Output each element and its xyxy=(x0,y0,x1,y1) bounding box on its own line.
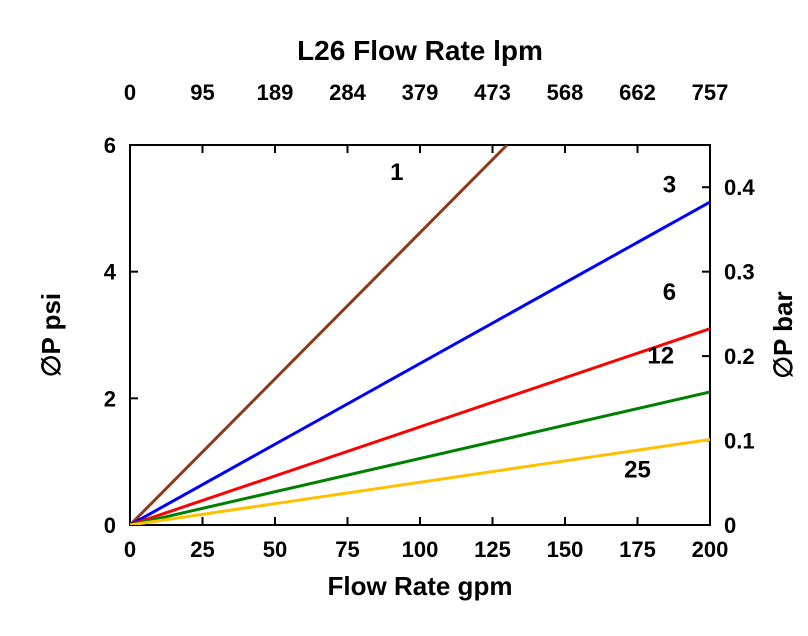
y-right-tick-label: 0.1 xyxy=(724,429,755,454)
y-left-tick-label: 4 xyxy=(104,260,117,285)
x-top-tick-label: 189 xyxy=(257,80,294,105)
line-chart: L26 Flow Rate lpm09518928437947356866275… xyxy=(0,0,808,636)
x-top-tick-label: 568 xyxy=(547,80,584,105)
y-right-axis-label: ∅P bar xyxy=(768,291,798,378)
y-left-axis-label: ∅P psi xyxy=(36,293,66,377)
x-bottom-tick-label: 75 xyxy=(335,537,359,562)
y-left-tick-label: 0 xyxy=(104,513,116,538)
series-line-25 xyxy=(130,440,710,526)
x-bottom-tick-label: 150 xyxy=(547,537,584,562)
series-label-12: 12 xyxy=(647,343,674,370)
series-label-3: 3 xyxy=(663,172,676,199)
x-bottom-tick-label: 125 xyxy=(474,537,511,562)
series-line-3 xyxy=(130,202,710,525)
chart-container: L26 Flow Rate lpm09518928437947356866275… xyxy=(0,0,808,636)
x-bottom-tick-label: 25 xyxy=(190,537,214,562)
plot-border xyxy=(130,145,710,525)
y-left-tick-label: 2 xyxy=(104,386,116,411)
series-line-6 xyxy=(130,329,710,525)
x-bottom-tick-label: 50 xyxy=(263,537,287,562)
series-label-1: 1 xyxy=(390,159,403,186)
series-line-12 xyxy=(130,392,710,525)
x-top-tick-label: 95 xyxy=(190,80,214,105)
x-bottom-tick-label: 100 xyxy=(402,537,439,562)
x-bottom-axis-label: Flow Rate gpm xyxy=(328,571,513,601)
x-top-tick-label: 0 xyxy=(124,80,136,105)
x-top-tick-label: 379 xyxy=(402,80,439,105)
chart-title: L26 Flow Rate lpm xyxy=(297,35,543,66)
x-top-tick-label: 473 xyxy=(474,80,511,105)
x-bottom-tick-label: 0 xyxy=(124,537,136,562)
y-right-tick-label: 0.2 xyxy=(724,344,755,369)
x-top-tick-label: 662 xyxy=(619,80,656,105)
series-label-25: 25 xyxy=(624,457,651,484)
y-right-tick-label: 0.3 xyxy=(724,260,755,285)
series-line-1 xyxy=(130,145,507,525)
x-bottom-tick-label: 200 xyxy=(692,537,729,562)
y-right-tick-label: 0.4 xyxy=(724,175,755,200)
x-top-tick-label: 757 xyxy=(692,80,729,105)
x-top-tick-label: 284 xyxy=(329,80,366,105)
series-label-6: 6 xyxy=(663,279,676,306)
x-bottom-tick-label: 175 xyxy=(619,537,656,562)
y-left-tick-label: 6 xyxy=(104,133,116,158)
y-right-tick-label: 0 xyxy=(724,513,736,538)
